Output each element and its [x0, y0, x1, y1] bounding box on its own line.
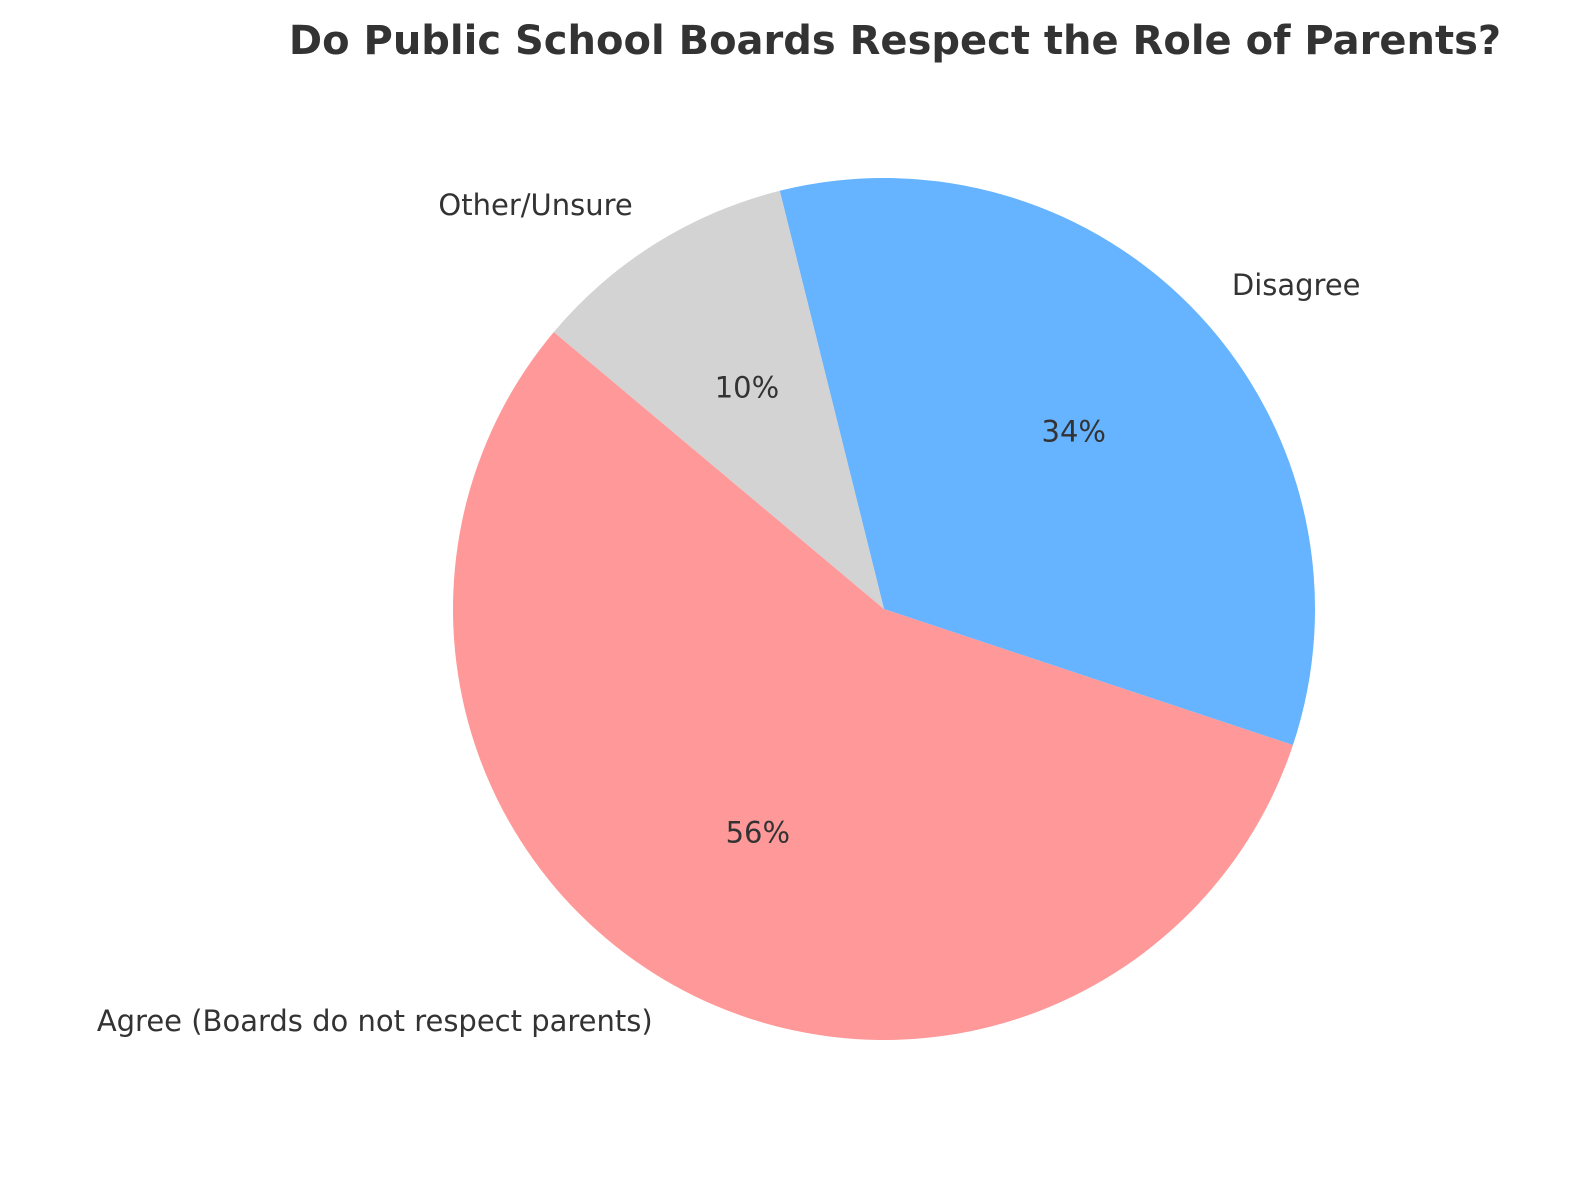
- slice-label-agree-boards-do-not-respect-parents: Agree (Boards do not respect parents): [97, 1004, 653, 1038]
- pie-slice-disagree: [779, 177, 1315, 746]
- pie-slices: [452, 177, 1315, 1041]
- slice-label-other-unsure: Other/Unsure: [438, 188, 632, 222]
- slice-percent-other-unsure: 10%: [715, 371, 779, 405]
- chart-title: Do Public School Boards Respect the Role…: [289, 18, 1501, 64]
- slice-percent-agree-boards-do-not-respect-parents: 56%: [726, 816, 790, 850]
- pie-slice-other-unsure: [553, 190, 884, 609]
- slice-label-disagree: Disagree: [1232, 268, 1361, 302]
- pie-labels: Agree (Boards do not respect parents) 56%…: [97, 188, 1361, 1038]
- slice-percent-disagree: 34%: [1042, 414, 1106, 448]
- pie-slice-agree-boards-do-not-respect-parents: [452, 331, 1293, 1041]
